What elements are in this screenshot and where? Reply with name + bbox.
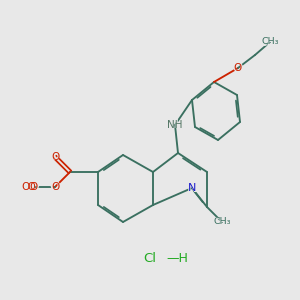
Text: N: N [188,183,196,193]
Text: O: O [29,182,38,192]
Text: —H: —H [167,251,188,265]
Text: O: O [50,181,60,194]
Text: NH: NH [167,120,183,130]
Text: O: O [233,61,243,74]
Text: O: O [25,181,35,194]
Text: O: O [19,181,30,194]
Text: Cl: Cl [143,251,157,265]
Text: CH₃: CH₃ [213,218,231,226]
Text: O: O [28,181,39,194]
Text: O: O [51,182,59,192]
Text: O: O [234,63,242,73]
Text: CH₃: CH₃ [261,38,279,46]
Text: O: O [50,151,60,164]
Text: CH₃: CH₃ [211,215,233,229]
Text: O: O [27,182,35,192]
Text: O: O [51,152,59,162]
Text: O: O [21,182,30,192]
Text: NH: NH [165,118,185,131]
Text: N: N [186,182,198,194]
Text: CH₃: CH₃ [259,35,281,49]
